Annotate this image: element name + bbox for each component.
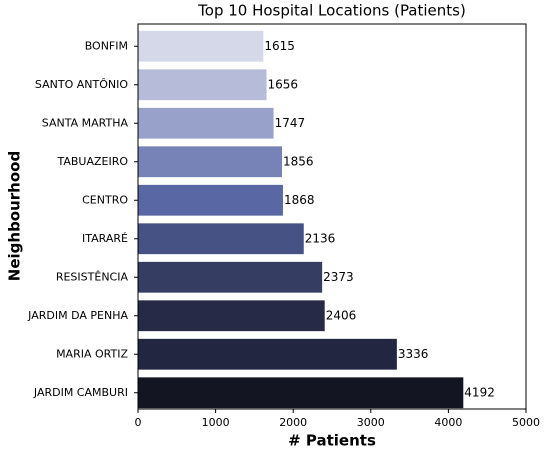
bar — [138, 69, 267, 101]
x-tick-label: 1000 — [202, 416, 230, 429]
value-label: 1868 — [284, 193, 315, 207]
y-tick-label: JARDIM DA PENHA — [27, 309, 128, 322]
bar — [138, 30, 264, 62]
x-tick-label: 0 — [135, 416, 142, 429]
value-label: 2136 — [305, 231, 336, 245]
value-label: 3336 — [398, 347, 429, 361]
value-label: 1856 — [283, 154, 314, 168]
x-tick-label: 3000 — [357, 416, 385, 429]
value-label: 2373 — [323, 270, 354, 284]
y-axis-label: Neighbourhood — [6, 151, 24, 281]
bar — [138, 184, 283, 216]
bar — [138, 107, 274, 139]
y-tick-label: SANTA MARTHA — [42, 116, 129, 129]
plot-frame — [137, 23, 527, 410]
x-tick-label: 5000 — [512, 416, 540, 429]
y-tick-label: BONFIM — [85, 39, 128, 52]
y-tick-label: JARDIM CAMBURI — [33, 386, 128, 399]
y-tick-label: SANTO ANTÔNIO — [35, 78, 128, 91]
chart-title: Top 10 Hospital Locations (Patients) — [197, 2, 466, 20]
y-tick-label: RESISTÊNCIA — [56, 270, 129, 283]
bar — [138, 223, 304, 255]
y-tick-label: ITARARÉ — [82, 232, 128, 245]
y-tick-label: TABUAZEIRO — [56, 155, 128, 168]
y-tick-label: CENTRO — [82, 193, 128, 206]
bar — [138, 377, 464, 409]
bar — [138, 261, 323, 293]
value-label: 1615 — [264, 39, 295, 53]
bar — [138, 300, 325, 332]
bar — [138, 338, 397, 370]
value-label: 1747 — [275, 116, 306, 130]
value-label: 1656 — [268, 77, 299, 91]
value-label: 2406 — [326, 308, 357, 322]
x-tick-label: 2000 — [279, 416, 307, 429]
y-tick-label: MARIA ORTIZ — [56, 347, 128, 360]
bar — [138, 146, 283, 178]
value-label: 4192 — [464, 385, 495, 399]
x-tick-label: 4000 — [434, 416, 462, 429]
x-axis-label: # Patients — [288, 432, 376, 450]
